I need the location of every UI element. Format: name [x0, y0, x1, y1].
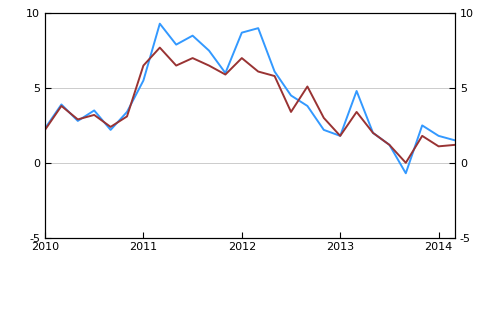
Underhållsmaskiner	[190, 56, 196, 60]
Anläggningsmaskiner	[157, 22, 163, 26]
Underhållsmaskiner	[91, 113, 97, 117]
Underhållsmaskiner	[222, 73, 228, 77]
Anläggningsmaskiner	[140, 79, 146, 82]
Underhållsmaskiner	[452, 143, 458, 147]
Underhållsmaskiner	[42, 128, 48, 132]
Underhållsmaskiner	[58, 104, 64, 108]
Line: Anläggningsmaskiner: Anläggningsmaskiner	[45, 24, 455, 173]
Underhållsmaskiner	[337, 134, 343, 138]
Underhållsmaskiner	[140, 64, 146, 68]
Underhållsmaskiner	[321, 116, 327, 120]
Underhållsmaskiner	[354, 110, 360, 114]
Anläggningsmaskiner	[222, 71, 228, 75]
Anläggningsmaskiner	[58, 103, 64, 107]
Underhållsmaskiner	[108, 125, 114, 129]
Anläggningsmaskiner	[124, 110, 130, 114]
Anläggningsmaskiner	[239, 31, 245, 35]
Anläggningsmaskiner	[206, 49, 212, 52]
Underhållsmaskiner	[124, 115, 130, 118]
Underhållsmaskiner	[386, 143, 392, 147]
Anläggningsmaskiner	[75, 119, 81, 123]
Anläggningsmaskiner	[321, 128, 327, 132]
Anläggningsmaskiner	[337, 134, 343, 138]
Underhållsmaskiner	[255, 70, 261, 74]
Anläggningsmaskiner	[419, 123, 425, 127]
Underhållsmaskiner	[272, 74, 278, 78]
Anläggningsmaskiner	[108, 128, 114, 132]
Anläggningsmaskiner	[403, 171, 409, 175]
Anläggningsmaskiner	[272, 70, 278, 74]
Underhållsmaskiner	[403, 161, 409, 165]
Underhållsmaskiner	[173, 64, 179, 68]
Underhållsmaskiner	[419, 134, 425, 138]
Anläggningsmaskiner	[255, 26, 261, 30]
Anläggningsmaskiner	[354, 89, 360, 93]
Anläggningsmaskiner	[370, 131, 376, 135]
Line: Underhållsmaskiner: Underhållsmaskiner	[45, 48, 455, 163]
Anläggningsmaskiner	[452, 138, 458, 142]
Underhållsmaskiner	[436, 144, 442, 148]
Underhållsmaskiner	[206, 64, 212, 68]
Anläggningsmaskiner	[386, 143, 392, 147]
Anläggningsmaskiner	[173, 43, 179, 47]
Anläggningsmaskiner	[91, 109, 97, 113]
Anläggningsmaskiner	[288, 93, 294, 97]
Underhållsmaskiner	[239, 56, 245, 60]
Underhållsmaskiner	[304, 84, 310, 88]
Anläggningsmaskiner	[304, 104, 310, 108]
Anläggningsmaskiner	[190, 34, 196, 38]
Underhållsmaskiner	[157, 46, 163, 50]
Anläggningsmaskiner	[436, 134, 442, 138]
Underhållsmaskiner	[288, 110, 294, 114]
Underhållsmaskiner	[370, 131, 376, 135]
Underhållsmaskiner	[75, 117, 81, 121]
Anläggningsmaskiner	[42, 126, 48, 130]
